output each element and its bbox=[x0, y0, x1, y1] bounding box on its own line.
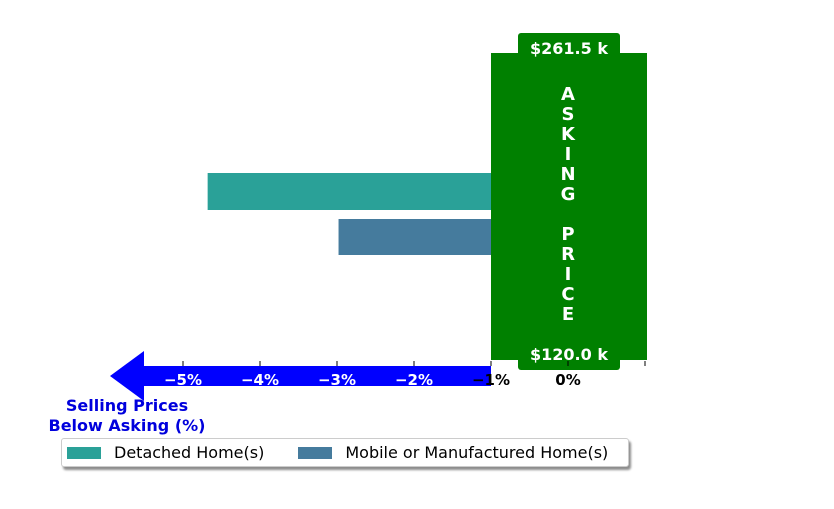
asking-bottom-label-box bbox=[518, 342, 620, 370]
asking-price-column bbox=[491, 53, 647, 360]
legend-item-mobile: Mobile or Manufactured Home(s) bbox=[298, 443, 608, 462]
bar-mobile bbox=[338, 219, 491, 255]
x-tick-label: −5% bbox=[164, 371, 202, 389]
legend: Detached Home(s) Mobile or Manufactured … bbox=[61, 438, 629, 467]
legend-swatch-mobile bbox=[298, 446, 333, 459]
legend-label-mobile: Mobile or Manufactured Home(s) bbox=[345, 443, 609, 462]
x-tick-label: −2% bbox=[395, 371, 433, 389]
legend-label-detached: Detached Home(s) bbox=[114, 443, 265, 462]
asking-top-value: $261.5 k bbox=[530, 39, 608, 58]
asking-bottom-value: $120.0 k bbox=[530, 345, 608, 364]
legend-item-detached: Detached Home(s) bbox=[67, 443, 264, 462]
legend-swatch-detached bbox=[67, 446, 101, 459]
x-tick-label: −4% bbox=[241, 371, 279, 389]
axis-arrow bbox=[110, 351, 491, 401]
bar-detached bbox=[207, 173, 491, 210]
left-arrow bbox=[110, 351, 491, 401]
axis-caption-line: Below Asking (%) bbox=[49, 416, 206, 435]
x-tick-label: 0% bbox=[555, 371, 580, 389]
bar-group bbox=[207, 173, 491, 255]
asking-top-label-box bbox=[518, 33, 620, 61]
axis-caption-line: Selling Prices bbox=[66, 396, 188, 415]
x-tick-label: −1% bbox=[472, 371, 510, 389]
x-axis-ticks: −5% −4% −3% −2% −1% 0% bbox=[164, 361, 646, 389]
x-tick-label: −3% bbox=[318, 371, 356, 389]
